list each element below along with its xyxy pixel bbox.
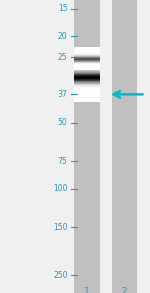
- Bar: [74, 83, 100, 84]
- Bar: [74, 53, 100, 54]
- Bar: [74, 76, 100, 77]
- Text: 20: 20: [58, 32, 68, 40]
- Bar: [74, 0, 100, 293]
- Bar: [74, 63, 100, 64]
- Bar: [74, 66, 100, 67]
- Bar: [74, 59, 100, 60]
- Bar: [74, 84, 100, 85]
- Text: 25: 25: [58, 53, 68, 62]
- Bar: [74, 57, 100, 58]
- Bar: [74, 58, 100, 59]
- Bar: [74, 70, 100, 71]
- Bar: [74, 71, 100, 72]
- Text: 150: 150: [53, 222, 68, 231]
- Bar: [74, 65, 100, 66]
- Bar: [74, 62, 100, 63]
- Text: 250: 250: [53, 271, 68, 280]
- Bar: [74, 63, 100, 64]
- Bar: [74, 60, 100, 61]
- Bar: [74, 68, 100, 69]
- Bar: [74, 69, 100, 70]
- Bar: [74, 81, 100, 82]
- Bar: [74, 57, 100, 58]
- Bar: [74, 50, 100, 51]
- Bar: [74, 90, 100, 91]
- Bar: [74, 58, 100, 59]
- Bar: [74, 94, 100, 95]
- Text: 75: 75: [58, 157, 68, 166]
- Bar: [74, 53, 100, 54]
- Bar: [74, 64, 100, 65]
- Bar: [74, 86, 100, 87]
- Bar: [74, 67, 100, 68]
- Bar: [74, 85, 100, 86]
- Bar: [74, 52, 100, 53]
- Bar: [74, 87, 100, 88]
- Bar: [74, 79, 100, 80]
- Text: 1: 1: [84, 287, 90, 293]
- Bar: [74, 48, 100, 49]
- Bar: [74, 80, 100, 81]
- Bar: [74, 64, 100, 65]
- Bar: [74, 69, 100, 70]
- Bar: [74, 61, 100, 62]
- Bar: [74, 59, 100, 60]
- Bar: [74, 77, 100, 78]
- Bar: [74, 75, 100, 76]
- Text: 2: 2: [122, 287, 127, 293]
- Bar: [74, 96, 100, 97]
- Bar: [74, 78, 100, 79]
- Bar: [74, 61, 100, 62]
- Text: 37: 37: [58, 90, 68, 99]
- Bar: [74, 91, 100, 92]
- Bar: [74, 66, 100, 67]
- Bar: [74, 72, 100, 73]
- Bar: [74, 54, 100, 55]
- Text: 15: 15: [58, 4, 68, 13]
- Bar: [74, 55, 100, 56]
- Bar: [74, 60, 100, 61]
- Bar: [74, 74, 100, 75]
- Bar: [74, 89, 100, 90]
- Bar: [74, 56, 100, 57]
- Bar: [74, 67, 100, 68]
- Bar: [74, 95, 100, 96]
- Bar: [74, 93, 100, 94]
- Bar: [74, 65, 100, 66]
- Bar: [74, 56, 100, 57]
- Text: 50: 50: [58, 118, 68, 127]
- Bar: [74, 73, 100, 74]
- Bar: [74, 47, 100, 48]
- Text: 100: 100: [53, 184, 68, 193]
- Bar: [74, 62, 100, 63]
- Bar: [112, 0, 137, 293]
- Bar: [74, 82, 100, 83]
- Bar: [74, 92, 100, 93]
- Bar: [74, 51, 100, 52]
- Bar: [74, 55, 100, 56]
- Bar: [74, 54, 100, 55]
- Bar: [74, 88, 100, 89]
- Bar: [74, 68, 100, 69]
- Bar: [74, 49, 100, 50]
